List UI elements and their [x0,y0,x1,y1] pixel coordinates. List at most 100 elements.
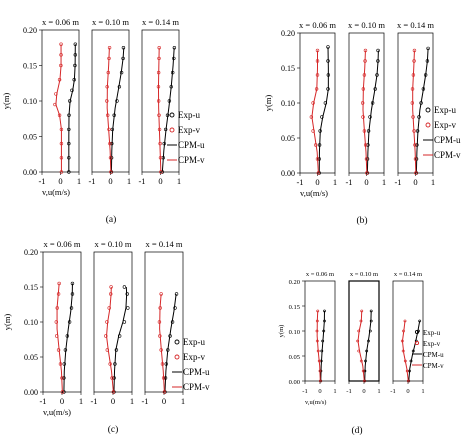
exp-v-point [356,339,360,343]
exp-u-point [62,362,66,366]
subplot-title: x = 0.06 m [306,271,334,278]
exp-v-point [108,156,113,160]
legend: Exp-u Exp-v CPM-u CPM-v [423,105,461,160]
series-cpm-v-line [316,310,321,382]
exp-v-point [359,319,363,323]
x-tick-label: 0 [158,176,162,186]
legend: Exp-u Exp-v CPM-u CPM-v [167,110,205,165]
legend-marker [169,127,175,133]
x-tick-label: -1 [39,396,46,406]
exp-u-point [376,48,380,53]
legend-exp-v: Exp-v [425,120,456,130]
exp-v-point [54,320,58,324]
exp-v-point [60,390,65,394]
exp-u-point [119,70,124,75]
exp-v-point [106,70,110,75]
exp-v-point [411,73,416,77]
exp-u-point [110,141,114,146]
x-tick-label: -1 [88,176,95,186]
series-cpm-v-line [401,320,409,382]
exp-v-point [105,348,110,352]
exp-u-point [115,99,119,103]
exp-u-point [323,319,326,323]
exp-v-point [107,306,111,310]
exp-v-point [111,390,116,394]
exp-u-point [425,59,430,63]
exp-v-point [315,73,320,77]
legend-cpm-u: CPM-u [423,135,461,145]
exp-v-point [412,48,417,53]
series-cpm-u-line [164,293,177,393]
exp-v-point [363,59,367,63]
exp-u-point [411,349,415,353]
exp-v-point [107,127,111,132]
exp-v-point [318,369,322,373]
exp-v-point [109,292,113,296]
y-tick-label: 0.05 [289,354,300,361]
exp-u-point [122,285,127,289]
x-tick-label: 1 [382,177,386,187]
exp-v-point [162,390,167,394]
subplot-2: x = 0.10 m -1 0 1 [346,271,380,395]
legend-cpm-u: CPM-u [412,351,444,359]
subplot-1: x = 0.06 m -1 0 1 [302,271,336,395]
subplot-title: x = 0.10 m [348,20,385,30]
y-tick-label: 0.15 [289,304,300,311]
exp-u-point [165,113,170,117]
exp-v-point [53,102,57,107]
legend-exp-v: Exp-v [174,352,205,362]
legend-cpm-v: CPM-v [423,150,461,160]
x-tick-label: 0 [58,176,62,186]
exp-u-point [409,359,413,363]
y-tick-label: 0.10 [24,318,38,327]
exp-v-point [362,379,366,383]
legend-label: CPM-v [178,155,205,165]
subplot-1: x = 0.06 m -1 0 1 [296,20,337,187]
x-axis-label: v,u(m/s) [43,407,71,417]
x-tick-label: -1 [346,388,351,395]
exp-v-point [109,170,113,174]
exp-v-point [363,48,368,53]
y-tick-label: 0.05 [281,134,295,143]
x-tick-label: -1 [390,388,395,395]
y-tick-label: 0.00 [24,388,38,397]
exp-v-point [360,101,365,105]
exp-v-point [412,129,416,133]
exp-v-point [161,376,166,380]
exp-u-point [73,42,78,46]
legend-label: Exp-u [434,105,456,115]
series-cpm-v-line [159,293,165,393]
exp-u-point [173,306,177,310]
exp-v-point [158,334,162,338]
exp-u-point [326,45,330,49]
exp-u-point [70,88,74,93]
exp-v-point [59,127,64,132]
exp-u-point [168,334,172,338]
exp-u-point [171,70,175,75]
exp-u-point [109,156,114,160]
exp-u-point [163,376,168,380]
exp-v-point [316,349,320,353]
exp-v-point [160,362,165,366]
x-tick-label: 0 [362,388,365,395]
exp-u-point [365,157,370,161]
series-cpm-v-line [106,286,114,393]
exp-u-point [67,320,72,324]
exp-u-point [65,334,70,338]
legend-label: Exp-u [423,329,441,337]
exp-v-point [365,171,369,175]
subplot-1: x = 0.06 m -1 0 1 [39,239,83,406]
exp-v-point [412,59,416,63]
subplot-2: x = 0.10 m -1 0 1 [88,17,131,186]
exp-v-point [110,376,114,380]
exp-v-point [400,339,404,343]
chart-panel-2: 0.000.050.100.150.20y(m)x = 0.06 m-1 0 1x … [263,20,461,226]
legend-marker [169,112,175,118]
exp-v-point [362,129,367,133]
legend-exp-v: Exp-v [414,340,441,348]
exp-u-point [126,306,130,310]
legend-cpm-u: CPM-u [172,367,210,377]
exp-v-point [364,157,369,161]
subplot-frame [93,251,133,393]
chart-panel-4: 0.000.050.100.150.20y(m)x = 0.06 m-1 0 1x … [278,271,444,436]
